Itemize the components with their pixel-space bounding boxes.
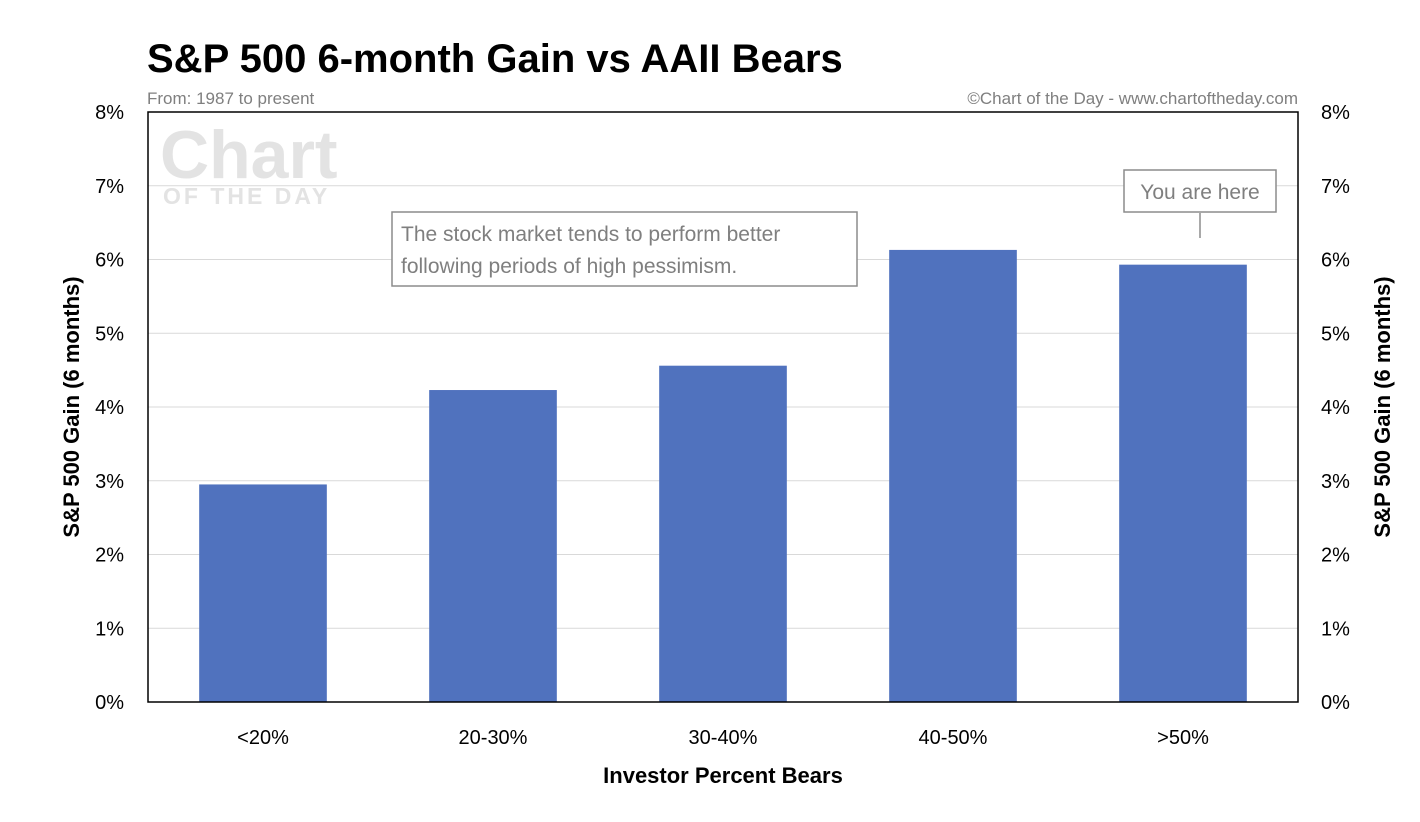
annotation-you-are-here: You are here [1123, 169, 1277, 238]
bar [1119, 264, 1247, 702]
y-axis-left-label: S&P 500 Gain (6 months) [59, 276, 84, 537]
y-tick-label-left: 5% [95, 323, 124, 345]
chart-credit: ©Chart of the Day - www.chartoftheday.co… [967, 89, 1298, 108]
y-tick-label-left: 4% [95, 397, 124, 419]
x-tick-label: <20% [237, 727, 289, 749]
y-tick-label-right: 7% [1321, 176, 1350, 198]
x-axis-ticks: <20% 20-30% 30-40% 40-50% >50% [237, 727, 1209, 749]
chart-title: S&P 500 6-month Gain vs AAII Bears [147, 37, 843, 81]
y-tick-label-left: 3% [95, 471, 124, 493]
chart-of-the-day-logo: Chart OF THE DAY [160, 117, 338, 209]
bar [889, 249, 1017, 702]
y-tick-label-right: 8% [1321, 102, 1350, 124]
bars [199, 249, 1247, 702]
bar [429, 390, 557, 702]
y-tick-label-left: 8% [95, 102, 124, 124]
annotation-line-2: following periods of high pessimism. [401, 255, 737, 278]
x-tick-label: 40-50% [919, 727, 988, 749]
y-tick-label-right: 3% [1321, 471, 1350, 493]
y-tick-label-left: 7% [95, 176, 124, 198]
y-tick-label-right: 1% [1321, 618, 1350, 640]
callout-text: You are here [1140, 181, 1260, 204]
chart-subtitle: From: 1987 to present [147, 89, 315, 108]
callout-box [1123, 169, 1277, 213]
y-tick-label-left: 1% [95, 618, 124, 640]
x-tick-label: >50% [1157, 727, 1209, 749]
y-tick-label-right: 5% [1321, 323, 1350, 345]
bar [199, 484, 327, 702]
y-tick-label-right: 0% [1321, 692, 1350, 714]
y-tick-label-left: 6% [95, 250, 124, 272]
y-tick-label-left: 2% [95, 545, 124, 567]
plot-frame [147, 111, 1299, 703]
y-tick-label-right: 2% [1321, 545, 1350, 567]
watermark-chart-text: Chart [160, 117, 338, 193]
y-tick-label-right: 4% [1321, 397, 1350, 419]
bar [659, 365, 787, 702]
annotation-box [391, 211, 858, 287]
y-axis-left-ticks: 0% 1% 2% 3% 4% 5% 6% 7% 8% [95, 102, 124, 714]
x-tick-label: 30-40% [689, 727, 758, 749]
x-tick-label: 20-30% [459, 727, 528, 749]
watermark-day-text: OF THE DAY [163, 183, 330, 209]
y-axis-right-ticks: 0% 1% 2% 3% 4% 5% 6% 7% 8% [1321, 102, 1350, 714]
annotation-pessimism: The stock market tends to perform better… [391, 211, 858, 287]
y-tick-label-left: 0% [95, 692, 124, 714]
y-tick-label-right: 6% [1321, 250, 1350, 272]
x-axis-label: Investor Percent Bears [603, 763, 843, 788]
annotation-line-1: The stock market tends to perform better [401, 223, 780, 246]
y-axis-right-label: S&P 500 Gain (6 months) [1370, 276, 1395, 537]
